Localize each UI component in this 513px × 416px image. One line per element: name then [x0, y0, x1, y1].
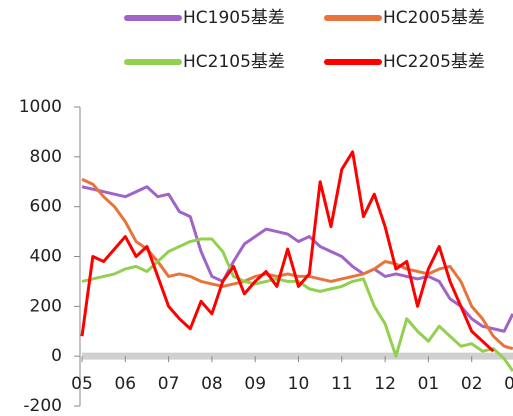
- series-line: [80, 150, 495, 353]
- series-line: [81, 237, 513, 372]
- y-tick-label: -200: [23, 396, 62, 416]
- x-tick-label: 01: [418, 374, 440, 394]
- x-tick-label: 07: [158, 374, 180, 394]
- series-line: [81, 185, 513, 333]
- legend-label: HC2005基差: [383, 8, 485, 28]
- y-tick-label: 1000: [19, 97, 62, 117]
- x-tick-label: 05: [71, 374, 93, 394]
- x-tick-label: 12: [374, 374, 396, 394]
- legend-label: HC2105基差: [183, 52, 285, 72]
- x-tick-label: 10: [288, 374, 310, 394]
- x-tick-label: 03: [504, 374, 513, 394]
- legend-label: HC2205基差: [383, 52, 485, 72]
- x-tick-label: 02: [461, 374, 483, 394]
- x-tick-label: 09: [244, 374, 266, 394]
- y-tick-label: 200: [30, 296, 62, 316]
- y-tick-label: 400: [30, 247, 62, 267]
- y-tick-label: 0: [51, 346, 62, 366]
- y-tick-label: 800: [30, 147, 62, 167]
- x-tick-label: 11: [331, 374, 353, 394]
- x-tick-label: 06: [114, 374, 136, 394]
- y-tick-label: 600: [30, 197, 62, 217]
- x-tick-label: 08: [201, 374, 223, 394]
- legend-label: HC1905基差: [183, 8, 285, 28]
- series-line: [81, 177, 513, 351]
